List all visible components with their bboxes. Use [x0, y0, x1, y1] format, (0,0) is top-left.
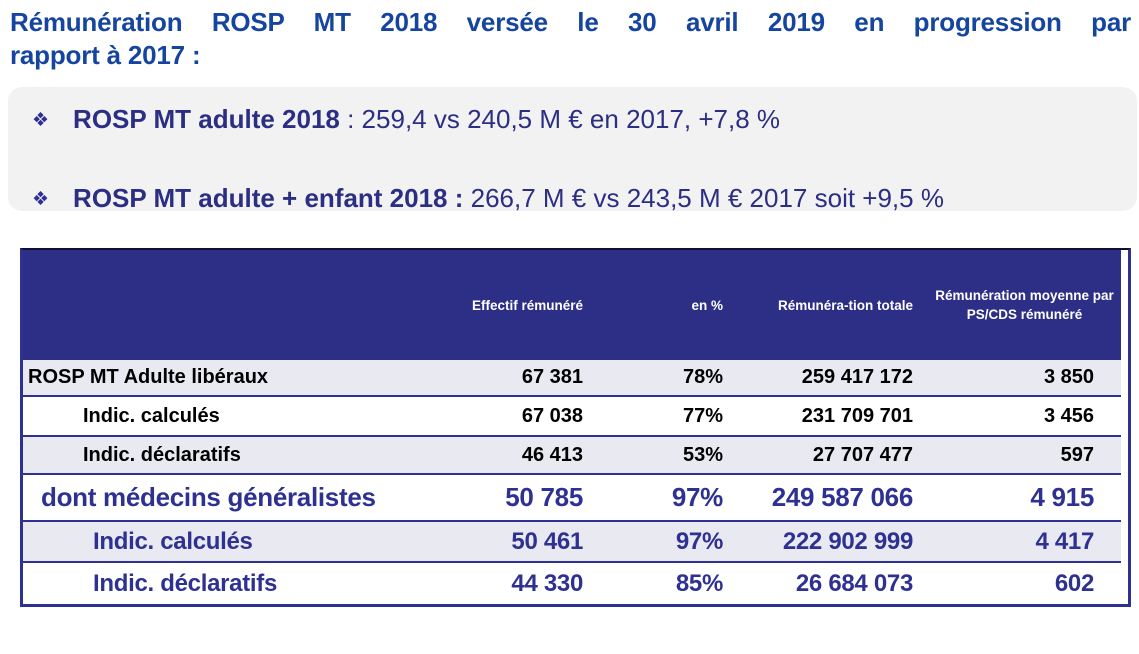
header-cell-total: Rémunéra-tion totale: [733, 250, 928, 360]
cell-pct: 97%: [671, 482, 723, 512]
header-cell-label: [23, 250, 408, 360]
cell-total: 27 707 477: [812, 443, 913, 466]
cell-label: ROSP MT Adulte libéraux: [28, 366, 269, 388]
cell-total: 259 417 172: [801, 366, 913, 388]
bullet-text: ROSP MT adulte 2018 : 259,4 vs 240,5 M €…: [73, 102, 780, 136]
cell-pct: 53%: [682, 443, 723, 466]
cell-total: 249 587 066: [771, 482, 914, 512]
cell-label: Indic. calculés: [83, 404, 220, 427]
row-indic-calcules: Indic. calculés 67 038 77% 231 709 701 3…: [23, 396, 1121, 436]
cell-moyenne: 4 417: [1035, 527, 1094, 555]
rosp-table-grid: Effectif rémunéré en % Rémunéra-tion tot…: [23, 250, 1121, 604]
cell-effectif: 50 461: [511, 527, 583, 555]
diamond-bullet-icon: ❖: [32, 110, 50, 131]
row-dont-medecins-generalistes: dont médecins généralistes 50 785 97% 24…: [23, 474, 1121, 521]
cell-pct: 85%: [675, 569, 723, 597]
row-indic-declaratifs-mg: Indic. déclaratifs 44 330 85% 26 684 073…: [23, 562, 1121, 604]
header-cell-pct: en %: [603, 250, 733, 360]
cell-moyenne: 3 850: [1043, 366, 1094, 388]
row-indic-calcules-mg: Indic. calculés 50 461 97% 222 902 999 4…: [23, 521, 1121, 562]
title-line-2: rapport à 2017 :: [10, 40, 201, 70]
cell-effectif: 50 785: [505, 482, 583, 512]
bullet-rosp-adulte-enfant: ❖ ROSP MT adulte + enfant 2018 : 266,7 M…: [32, 181, 1137, 219]
cell-effectif: 67 381: [521, 366, 583, 388]
cell-moyenne: 4 915: [1030, 482, 1094, 512]
cell-total: 231 709 701: [801, 404, 913, 427]
summary-box: ❖ ROSP MT adulte 2018 : 259,4 vs 240,5 M…: [8, 87, 1137, 213]
cell-label: Indic. déclaratifs: [93, 569, 277, 597]
cell-total: 222 902 999: [782, 527, 913, 555]
rosp-table: Effectif rémunéré en % Rémunéra-tion tot…: [20, 248, 1131, 607]
cell-effectif: 44 330: [511, 569, 583, 597]
row-indic-declaratifs: Indic. déclaratifs 46 413 53% 27 707 477…: [23, 436, 1121, 474]
page-title: Rémunération ROSP MT 2018 versée le 30 a…: [10, 6, 1131, 72]
bullet-rosp-adulte: ❖ ROSP MT adulte 2018 : 259,4 vs 240,5 M…: [32, 102, 1137, 140]
cell-pct: 77%: [682, 404, 723, 427]
bullet-label: ROSP MT adulte 2018: [73, 104, 340, 134]
cell-pct: 97%: [675, 527, 723, 555]
bullet-text: ROSP MT adulte + enfant 2018 : 266,7 M €…: [73, 181, 944, 215]
cell-label: dont médecins généralistes: [41, 482, 376, 512]
cell-pct: 78%: [682, 366, 723, 388]
bullet-label: ROSP MT adulte + enfant 2018 :: [73, 183, 464, 213]
bullet-value: : 259,4 vs 240,5 M € en 2017, +7,8 %: [339, 104, 781, 134]
cell-label: Indic. calculés: [93, 527, 253, 555]
cell-total: 26 684 073: [795, 569, 913, 597]
table-header-row: Effectif rémunéré en % Rémunéra-tion tot…: [23, 250, 1121, 360]
cell-label: Indic. déclaratifs: [83, 443, 241, 466]
header-cell-moyenne: Rémunération moyenne par PS/CDS rémunéré: [928, 250, 1121, 360]
diamond-bullet-icon: ❖: [32, 189, 50, 210]
bullet-value: 266,7 M € vs 243,5 M € 2017 soit +9,5 %: [463, 183, 944, 213]
cell-moyenne: 3 456: [1043, 404, 1094, 427]
header-cell-effectif: Effectif rémunéré: [408, 250, 603, 360]
row-rosp-mt-adulte-liberaux: ROSP MT Adulte libéraux 67 381 78% 259 4…: [23, 360, 1121, 396]
cell-effectif: 67 038: [521, 404, 583, 427]
cell-moyenne: 597: [1060, 443, 1094, 466]
title-line-1: Rémunération ROSP MT 2018 versée le 30 a…: [10, 7, 1131, 37]
cell-effectif: 46 413: [521, 443, 583, 466]
cell-moyenne: 602: [1054, 569, 1094, 597]
